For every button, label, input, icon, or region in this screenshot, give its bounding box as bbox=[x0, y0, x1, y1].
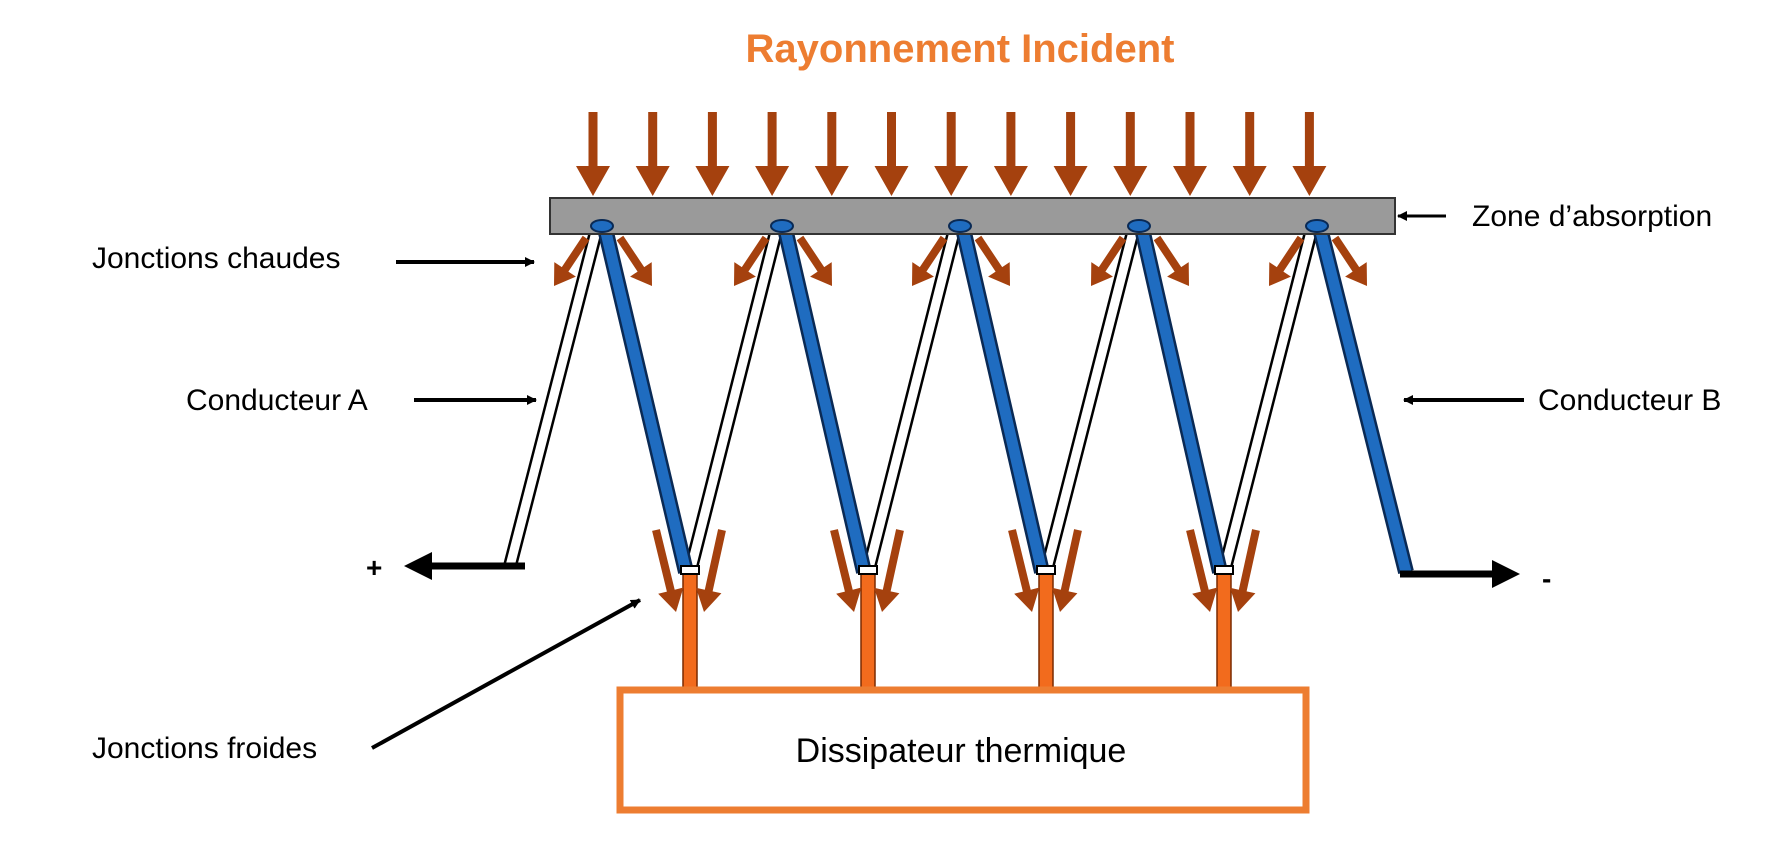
junction-heat-arrows bbox=[554, 235, 1367, 612]
cold-junction-heat-arrow bbox=[1052, 529, 1082, 612]
radiation-arrow bbox=[1292, 112, 1327, 196]
cold-junction-cap bbox=[680, 565, 700, 575]
hot-junction-heat-arrow bbox=[1269, 235, 1305, 286]
absorption-zone-bar bbox=[549, 197, 1396, 235]
plus-terminal-label: + bbox=[366, 552, 382, 583]
hot-junction-cap bbox=[1127, 219, 1151, 233]
radiation-arrow bbox=[576, 112, 610, 196]
radiation-arrow bbox=[635, 112, 670, 196]
radiation-arrow bbox=[1173, 112, 1207, 196]
cold-junction-cap bbox=[858, 565, 878, 575]
incident-radiation-arrows bbox=[576, 112, 1327, 196]
radiation-arrow bbox=[874, 112, 909, 196]
radiation-arrow bbox=[1113, 112, 1148, 196]
conductor-b-leg bbox=[778, 222, 870, 574]
hot-junction-heat-arrow bbox=[1331, 235, 1367, 286]
conductor-a-leg bbox=[1041, 222, 1140, 574]
conductor-a-leg bbox=[505, 222, 603, 568]
cold-junctions-pointer bbox=[371, 598, 641, 750]
hot-junction-heat-arrow bbox=[1091, 235, 1127, 286]
hot-junction-cap bbox=[948, 219, 972, 233]
cold-junction-heat-arrow bbox=[652, 529, 684, 612]
hot-junction-heat-arrow bbox=[734, 235, 770, 286]
absorption-zone-label: Zone d’absorption bbox=[1472, 200, 1712, 233]
conductor-a-label: Conducteur A bbox=[186, 384, 368, 417]
radiation-arrow bbox=[695, 112, 730, 196]
cold-leg bbox=[1216, 569, 1232, 695]
cold-junction-heat-arrow bbox=[874, 529, 904, 612]
hot-junction-cap bbox=[590, 219, 614, 233]
cold-junction-heat-arrow bbox=[1230, 529, 1260, 612]
conductor-a-leg bbox=[1219, 222, 1318, 574]
plus-terminal-arrowhead bbox=[404, 552, 432, 580]
cold-leg bbox=[682, 569, 698, 695]
heat-sink-box bbox=[616, 686, 1310, 814]
hot-junction-heat-arrow bbox=[554, 235, 590, 286]
radiation-arrow bbox=[934, 112, 969, 196]
radiation-arrow bbox=[814, 112, 849, 196]
hot-junction-heat-arrow bbox=[974, 235, 1010, 286]
radiation-arrow bbox=[1053, 112, 1088, 196]
cold-junction-heat-arrow bbox=[830, 529, 862, 612]
hot-junction-heat-arrow bbox=[1153, 235, 1189, 286]
cold-junction-heat-arrow bbox=[696, 529, 726, 612]
conductor-b-legs bbox=[596, 222, 1414, 574]
radiation-arrow bbox=[1232, 112, 1267, 196]
cold-junction-cap bbox=[1214, 565, 1234, 575]
cold-junctions-label: Jonctions froides bbox=[92, 732, 317, 765]
conductor-a-leg bbox=[863, 222, 961, 574]
hot-junction-heat-arrow bbox=[616, 235, 652, 286]
hot-junction-cap bbox=[770, 219, 794, 233]
conductor-a-legs bbox=[503, 222, 1320, 574]
minus-terminal-label: - bbox=[1542, 563, 1551, 594]
hot-junction-heat-arrow bbox=[796, 235, 832, 286]
hot-junctions-label: Jonctions chaudes bbox=[92, 242, 341, 275]
cold-junction-heat-arrow bbox=[1008, 529, 1040, 612]
cold-junction-cap bbox=[1036, 565, 1056, 575]
cold-legs bbox=[682, 569, 1232, 695]
hot-junction-heat-arrow bbox=[912, 235, 948, 286]
cold-leg bbox=[1038, 569, 1054, 695]
conductor-b-leg bbox=[1313, 222, 1412, 574]
heat-sink-label: Dissipateur thermique bbox=[796, 732, 1127, 770]
conductor-b-leg bbox=[598, 222, 692, 574]
radiation-arrow bbox=[993, 112, 1028, 196]
conductor-b-leg bbox=[1135, 222, 1226, 574]
conductor-a-leg bbox=[685, 222, 783, 574]
diagram-title: Rayonnement Incident bbox=[746, 27, 1175, 71]
hot-junction-cap bbox=[1305, 219, 1329, 233]
hot-junction-caps bbox=[590, 219, 1329, 575]
conductor-b-leg bbox=[956, 222, 1048, 574]
minus-terminal-arrowhead bbox=[1492, 560, 1520, 588]
radiation-arrow bbox=[755, 112, 790, 196]
cold-leg bbox=[860, 569, 876, 695]
conductor-b-label: Conducteur B bbox=[1538, 384, 1721, 417]
cold-junction-heat-arrow bbox=[1186, 529, 1218, 612]
